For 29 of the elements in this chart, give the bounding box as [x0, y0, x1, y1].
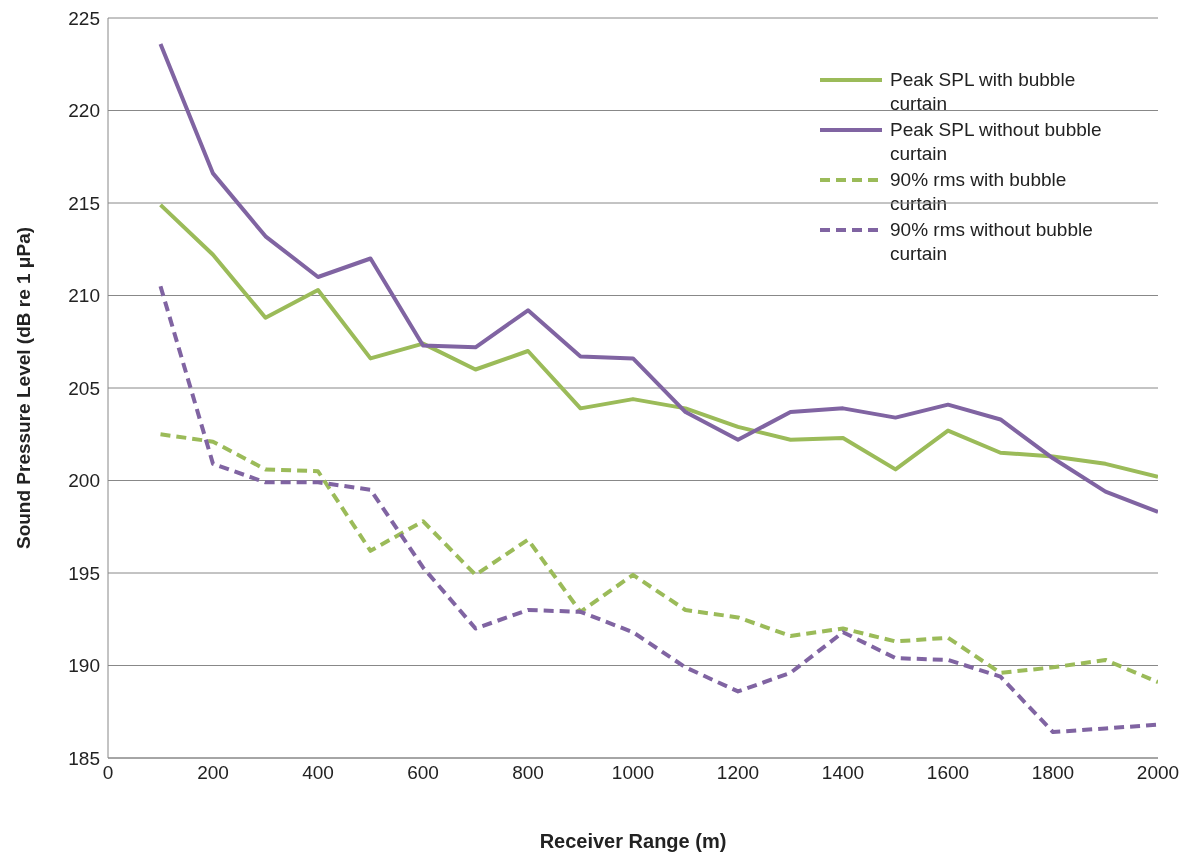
- line-series: [158, 284, 1158, 735]
- y-tick-label: 200: [68, 470, 100, 492]
- x-tick-label: 800: [512, 762, 544, 784]
- legend-label: Peak SPL with bubble curtain: [890, 68, 1077, 116]
- x-tick-label: 600: [407, 762, 439, 784]
- line-series: [158, 41, 1158, 514]
- x-tick-label: 1200: [716, 762, 760, 784]
- y-tick-label: 195: [68, 562, 100, 584]
- y-tick-label: 225: [68, 7, 100, 29]
- legend-label: 90% rms with bubble curtain: [890, 168, 1068, 216]
- x-tick-label: 1000: [611, 762, 655, 784]
- x-tick-label: 400: [302, 762, 334, 784]
- y-axis-title: Sound Pressure Level (dB re 1 μPa): [12, 226, 34, 550]
- x-tick-label: 200: [197, 762, 229, 784]
- line-series: [158, 432, 1158, 685]
- y-tick-label: 190: [68, 655, 100, 677]
- x-tick-label: 1800: [1031, 762, 1075, 784]
- y-tick-label: 210: [68, 285, 100, 307]
- x-tick-label: 2000: [1136, 762, 1180, 784]
- y-tick-label: 185: [68, 747, 100, 769]
- y-tick-label: 215: [68, 192, 100, 214]
- y-tick-label: 220: [68, 100, 100, 122]
- x-tick-label: 1600: [926, 762, 970, 784]
- y-tick-label: 205: [68, 377, 100, 399]
- legend-label: Peak SPL without bubble curtain: [890, 118, 1103, 166]
- legend-label: 90% rms without bubble curtain: [890, 218, 1094, 266]
- x-axis-title: Receiver Range (m): [539, 830, 727, 852]
- x-tick-label: 0: [102, 762, 114, 784]
- x-tick-label: 1400: [821, 762, 865, 784]
